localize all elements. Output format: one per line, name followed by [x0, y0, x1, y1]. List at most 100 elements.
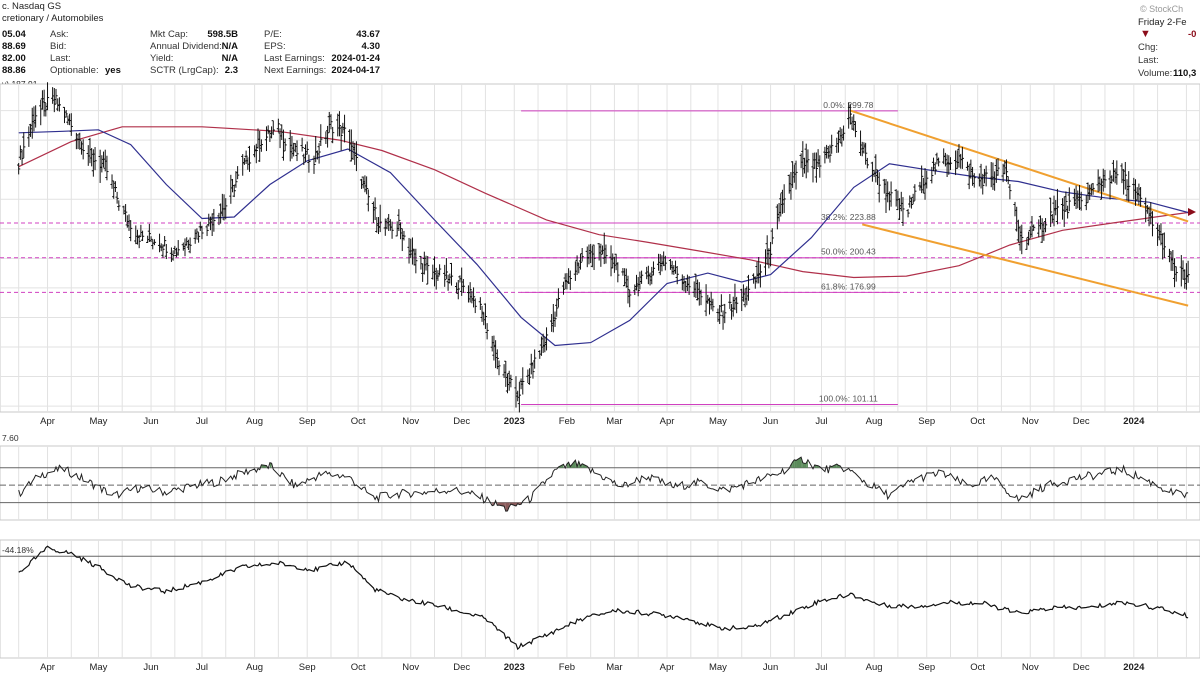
- ohlc-bar-136: [339, 126, 343, 151]
- sctr-value: 2.3: [224, 65, 238, 76]
- ohlc-bar-88: [224, 198, 228, 220]
- ohlc-bar-342: [828, 144, 832, 163]
- ohlc-bar-376: [909, 197, 914, 209]
- rsi-oversold-fill-203: [497, 502, 500, 506]
- x-tick-label-12: Apr: [660, 416, 675, 427]
- fib-label-3: 61.8%: 176.99: [821, 281, 876, 291]
- ohlc-bar-128: [319, 124, 323, 146]
- ohlc-bar-425: [1026, 231, 1031, 246]
- ohlc-bar-493: [1186, 260, 1190, 283]
- x-tick-label-bottom-7: Nov: [402, 662, 419, 673]
- ohlc-bar-441: [1064, 191, 1068, 212]
- ohlc-bar-478: [1150, 211, 1155, 237]
- ohlc-bar-51: [137, 234, 141, 249]
- ohlc-bar-442: [1066, 205, 1070, 219]
- performance-pane: [0, 539, 1200, 659]
- next-earnings-value: 2024-04-17: [331, 65, 380, 76]
- ohlc-bar-185: [456, 279, 460, 300]
- ohlc-bar-398: [960, 146, 964, 169]
- last-earnings-value: 2024-01-24: [331, 53, 380, 64]
- x-tick-label-7: Nov: [402, 416, 419, 427]
- ohlc-bar-434: [1049, 197, 1053, 227]
- ohlc-bar-323: [782, 184, 786, 213]
- ohlc-bar-458: [1103, 169, 1107, 188]
- sector-label: cretionary / Automobiles: [2, 13, 104, 24]
- ohlc-bar-194: [478, 297, 482, 310]
- ohlc-bar-124: [312, 155, 316, 174]
- ohlc-bar-108: [271, 120, 275, 136]
- yield-label: Yield:: [150, 53, 174, 64]
- next-earnings-label: Next Earnings:: [264, 65, 327, 76]
- ohlc-bar-188: [461, 279, 465, 293]
- x-tick-label-13: May: [709, 416, 727, 427]
- x-tick-label-bottom-17: Sep: [918, 662, 935, 673]
- ohlc-bar-463: [1115, 160, 1119, 185]
- ohlc-bar-135: [337, 111, 342, 137]
- ohlc-bar-45: [124, 204, 128, 222]
- ohlc-bar-273: [663, 255, 667, 271]
- mktcap-value: 598.5B: [207, 29, 238, 40]
- ohlc-bar-153: [378, 204, 382, 233]
- ohlc-bar-213: [521, 367, 525, 395]
- ohlc-bar-180: [444, 258, 448, 279]
- rsi-overbought-fill-328: [794, 459, 797, 468]
- ohlc-bar-215: [527, 368, 532, 385]
- ohlc-bar-42: [115, 191, 119, 204]
- fib-label-2: 50.0%: 200.43: [821, 247, 876, 257]
- ohlc-bar-0: [17, 162, 21, 175]
- ohlc-bar-76: [196, 232, 201, 243]
- ohlc-bar-263: [639, 270, 644, 284]
- ohlc-bar-318: [770, 228, 774, 245]
- ohlc-bar-406: [981, 173, 985, 195]
- performance-line: [18, 545, 1189, 651]
- ohlc-bar-293: [711, 298, 715, 312]
- ohlc-bar-428: [1032, 224, 1036, 231]
- rsi-legend: 7.60: [2, 433, 19, 443]
- quote-value-4: 88.86: [2, 65, 26, 76]
- ohlc-bar-65: [171, 250, 175, 261]
- down-arrow-icon: ▼: [1140, 28, 1151, 40]
- sctr-label: SCTR (LrgCap):: [150, 65, 219, 76]
- rsi-oversold-fill-206: [505, 502, 508, 512]
- ohlc-bar-2: [20, 149, 24, 165]
- ohlc-bar-296: [719, 294, 723, 313]
- ohlc-bar-23: [69, 113, 73, 136]
- ohlc-bar-408: [984, 165, 988, 187]
- ohlc-bar-163: [402, 230, 406, 241]
- ohlc-bar-138: [342, 114, 347, 143]
- performance-legend: -44.18%: [2, 545, 34, 555]
- ohlc-bar-238: [580, 248, 584, 262]
- ohlc-bar-298: [723, 303, 727, 324]
- x-tick-label-8: Dec: [453, 416, 470, 427]
- ohlc-bar-148: [366, 189, 370, 212]
- optionable-value: yes: [105, 65, 121, 76]
- x-tick-label-bottom-6: Oct: [351, 662, 366, 673]
- ohlc-bar-333: [806, 149, 810, 173]
- x-tick-label-17: Sep: [918, 416, 935, 427]
- ohlc-bar-403: [972, 173, 976, 188]
- ohlc-bar-92: [234, 171, 238, 188]
- volume-label: Volume:: [1138, 68, 1173, 79]
- ohlc-bar-147: [365, 176, 369, 195]
- ohlc-bar-253: [616, 262, 620, 283]
- ohlc-bar-374: [906, 209, 910, 218]
- ohlc-bar-237: [578, 253, 583, 270]
- ohlc-bar-11: [42, 89, 46, 117]
- optionable-label: Optionable:: [50, 65, 99, 76]
- x-tick-label-bottom-12: Apr: [660, 662, 675, 673]
- ohlc-bar-168: [414, 248, 418, 274]
- ohlc-bar-317: [768, 241, 773, 267]
- ohlc-bar-243: [592, 244, 596, 270]
- ohlc-bar-183: [449, 262, 454, 286]
- ohlc-bar-195: [480, 305, 484, 322]
- ohlc-bar-229: [561, 281, 566, 295]
- ohlc-bar-91: [232, 184, 236, 198]
- fib-label-1: 38.2%: 223.88: [821, 212, 876, 222]
- ohlc-bar-20: [64, 110, 68, 118]
- x-tick-label-bottom-10: Feb: [559, 662, 575, 673]
- x-tick-label-bottom-20: Dec: [1073, 662, 1090, 673]
- ohlc-bar-303: [735, 296, 739, 314]
- ohlc-bar-203: [497, 360, 501, 376]
- x-tick-label-bottom-16: Aug: [866, 662, 883, 673]
- rsi-pane: [0, 445, 1200, 521]
